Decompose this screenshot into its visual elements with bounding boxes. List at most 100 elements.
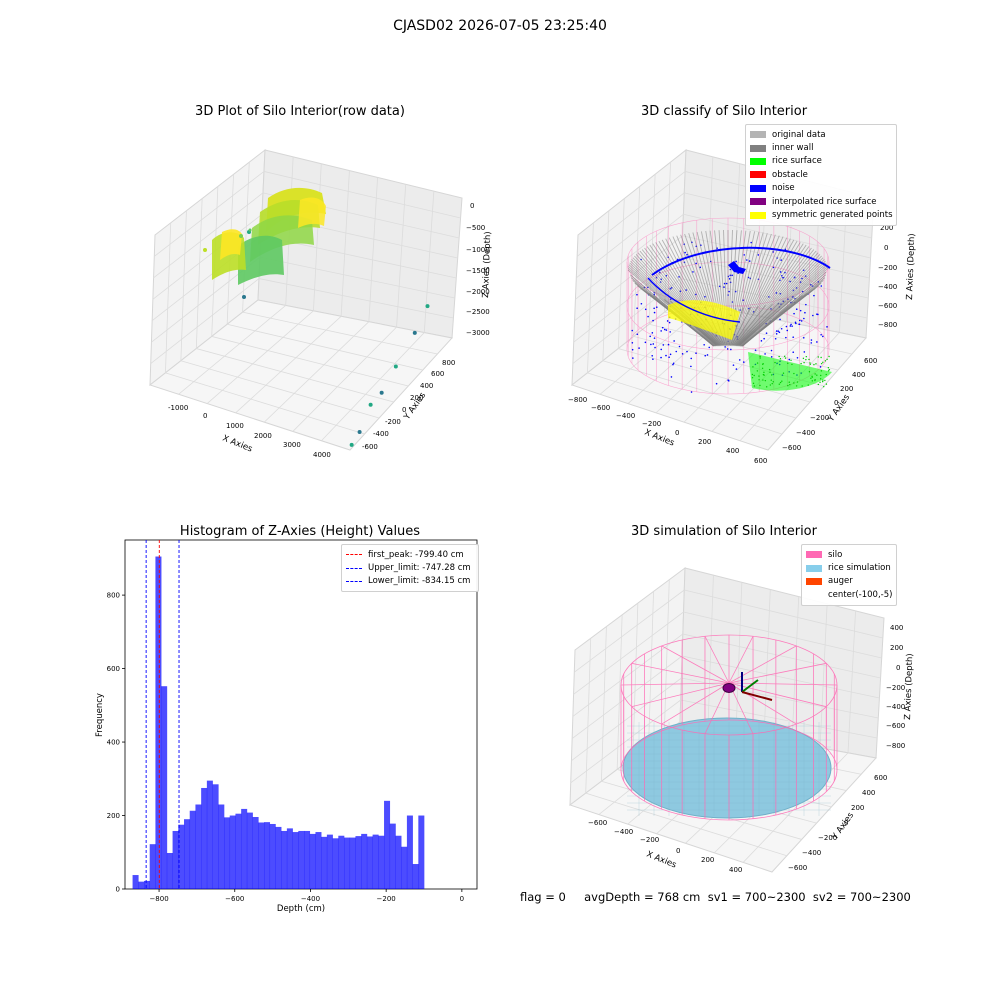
legend-item: Lower_limit: -834.15 cm	[346, 575, 474, 588]
rice-surface-point	[752, 382, 755, 385]
rice-surface-point	[811, 380, 814, 382]
raw-plot-title: 3D Plot of Silo Interior(row data)	[195, 104, 405, 119]
simulation-y-tick: 200	[851, 804, 864, 812]
noise-point	[803, 317, 805, 320]
inner-wall-streak	[738, 250, 817, 346]
noise-point	[727, 379, 729, 381]
noise-point	[638, 347, 640, 349]
simulation-axis-y	[741, 679, 759, 693]
legend-swatch	[806, 551, 822, 559]
rice-surface-point	[751, 377, 754, 379]
histogram-bar	[401, 846, 408, 889]
legend-swatch	[750, 131, 766, 139]
raw-z-label: Z Axies (Depth)	[481, 231, 493, 298]
simulation-plot-title: 3D simulation of Silo Interior	[631, 524, 817, 539]
simulation-x-tick: 200	[701, 856, 714, 864]
raw-y-tick: 400	[420, 382, 433, 390]
histogram-bar	[292, 832, 299, 889]
raw-y-tick: -600	[362, 443, 378, 451]
raw-outlier-point	[425, 304, 430, 309]
noise-point	[652, 343, 655, 345]
noise-point	[730, 348, 732, 351]
legend-item: first_peak: -799.40 cm	[346, 548, 474, 561]
histogram-bar	[201, 787, 208, 889]
rice-surface-point	[823, 385, 825, 388]
histogram-y-tick: 0	[116, 886, 120, 894]
silo-roof-spoke	[661, 682, 730, 725]
rice-surface-point	[753, 374, 755, 377]
inner-wall-streak	[733, 304, 766, 347]
inner-wall-streak	[739, 292, 808, 347]
histogram-bar	[281, 830, 288, 889]
inner-wall-streak	[735, 240, 798, 346]
rice-surface-point	[824, 379, 826, 382]
silo-roof-spoke	[661, 645, 730, 684]
simulation-x-tick: −400	[614, 828, 633, 836]
histogram-bar	[246, 812, 253, 889]
rice-surface-point	[769, 371, 771, 374]
noise-point	[804, 311, 806, 314]
noise-point	[748, 260, 751, 262]
classify-obstacle-cluster	[728, 261, 746, 274]
rice-surface-point	[801, 385, 803, 387]
simulation-y-tick: −400	[802, 849, 821, 857]
noise-point	[666, 320, 669, 322]
histogram-bar	[218, 804, 225, 889]
inner-wall-streak	[733, 235, 780, 346]
histogram-x-ticks: −800 −600 −400 −200 0	[149, 889, 464, 903]
histogram-bar	[315, 832, 322, 889]
histogram-bars	[132, 556, 425, 889]
noise-point	[725, 282, 728, 285]
noise-point	[654, 346, 656, 349]
noise-point	[631, 348, 634, 351]
rice-surface-point	[763, 374, 765, 376]
classify-x-tick: −600	[591, 404, 610, 412]
noise-point	[708, 346, 711, 349]
noise-point	[631, 329, 634, 332]
silo-roof-spoke	[728, 636, 754, 684]
noise-point	[785, 325, 788, 328]
noise-point	[792, 336, 795, 338]
rice-surface-point	[769, 384, 772, 386]
noise-point	[799, 309, 802, 312]
noise-point	[754, 349, 757, 351]
rice-surface-point	[770, 374, 773, 376]
classify-y-label: Y Axies	[826, 392, 853, 424]
rice-surface-point	[779, 358, 782, 360]
histogram-bar	[366, 836, 373, 889]
noise-point	[669, 331, 671, 333]
inner-wall-streak	[738, 253, 821, 346]
histogram-bar	[161, 686, 168, 889]
noise-point	[820, 333, 822, 336]
legend-item: silo	[806, 548, 892, 561]
rice-surface-point	[822, 361, 824, 364]
noise-point	[775, 330, 778, 332]
legend-swatch	[750, 184, 766, 192]
histogram-x-tick: 0	[460, 895, 464, 903]
inner-wall-streak	[740, 290, 812, 347]
rice-surface-point	[825, 373, 827, 376]
histogram-y-tick: 200	[107, 812, 120, 820]
rice-surface-point	[817, 383, 820, 386]
noise-point	[746, 259, 748, 261]
classify-3d-plot: 200 0 −200 −400 −600 −800 −800 −600 −400…	[568, 148, 917, 465]
classify-z-tick: 200	[880, 224, 893, 232]
noise-point	[763, 337, 765, 340]
silo-roof-spoke	[728, 682, 797, 725]
classify-z-tick: −200	[878, 264, 897, 272]
inner-wall-streak	[731, 231, 760, 346]
noise-point	[695, 262, 697, 265]
simulation-z-tick: 400	[890, 624, 903, 632]
rice-surface-point	[800, 362, 802, 365]
rice-surface-point	[805, 355, 808, 358]
noise-point	[636, 307, 638, 310]
simulation-z-tick: 0	[896, 664, 900, 672]
histogram-bar	[149, 844, 156, 889]
legend-item: auger	[806, 575, 892, 588]
noise-point	[692, 271, 694, 273]
histogram-bar	[189, 810, 196, 889]
rice-surface-point	[759, 355, 761, 358]
noise-point	[690, 365, 692, 368]
classify-y-tick: 400	[852, 371, 865, 379]
noise-point	[805, 303, 807, 306]
